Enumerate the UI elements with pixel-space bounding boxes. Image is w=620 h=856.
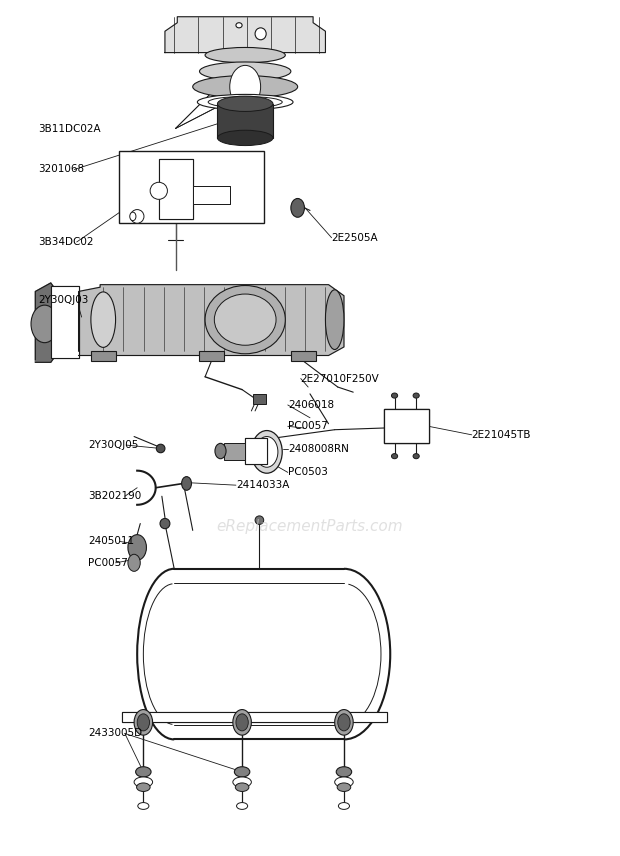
Polygon shape (35, 283, 54, 362)
Bar (245, 438, 267, 464)
Circle shape (236, 714, 248, 731)
Circle shape (134, 710, 153, 735)
Bar (384, 409, 428, 443)
Ellipse shape (237, 803, 247, 810)
Bar (122, 712, 387, 722)
Ellipse shape (233, 777, 251, 788)
Ellipse shape (255, 28, 266, 39)
Ellipse shape (413, 454, 419, 459)
Ellipse shape (136, 767, 151, 777)
Bar (91, 351, 115, 361)
Bar (159, 159, 193, 219)
Text: 2406018: 2406018 (288, 400, 334, 410)
Bar (51, 286, 79, 358)
Ellipse shape (337, 783, 351, 792)
Ellipse shape (197, 94, 293, 110)
Circle shape (137, 714, 149, 731)
Text: 3B11DC02A: 3B11DC02A (38, 123, 101, 134)
Text: 2Y30QJ05: 2Y30QJ05 (88, 440, 138, 450)
Polygon shape (165, 17, 326, 52)
Text: 2E21045TB: 2E21045TB (472, 430, 531, 440)
Ellipse shape (160, 519, 170, 529)
Ellipse shape (218, 130, 273, 146)
Ellipse shape (215, 294, 276, 345)
Bar (193, 186, 230, 205)
Text: eReplacementParts.com: eReplacementParts.com (216, 519, 404, 533)
Text: 3B202190: 3B202190 (88, 491, 141, 502)
Ellipse shape (391, 393, 397, 398)
Ellipse shape (236, 23, 242, 28)
Ellipse shape (193, 75, 298, 98)
Text: 2405011: 2405011 (88, 537, 134, 546)
Ellipse shape (134, 777, 153, 788)
Text: 2408008RN: 2408008RN (288, 444, 348, 455)
Text: 2414033A: 2414033A (236, 480, 290, 490)
Bar (253, 394, 265, 404)
Ellipse shape (208, 97, 282, 108)
Circle shape (251, 431, 282, 473)
Ellipse shape (182, 477, 192, 490)
Ellipse shape (91, 292, 115, 348)
Ellipse shape (339, 803, 350, 810)
Bar (218, 104, 273, 138)
Text: 3B34DC02: 3B34DC02 (38, 237, 94, 247)
Bar (199, 351, 224, 361)
Ellipse shape (130, 210, 144, 223)
Bar (291, 351, 316, 361)
Bar (224, 443, 245, 460)
Bar (159, 159, 193, 219)
Ellipse shape (205, 286, 285, 354)
Ellipse shape (234, 767, 250, 777)
Ellipse shape (205, 47, 285, 62)
Text: PC0057: PC0057 (288, 421, 327, 431)
Circle shape (255, 437, 278, 467)
Circle shape (338, 714, 350, 731)
Ellipse shape (218, 96, 273, 111)
Bar (193, 186, 230, 205)
Bar (122, 712, 387, 722)
Circle shape (335, 710, 353, 735)
Circle shape (233, 710, 251, 735)
Circle shape (128, 535, 146, 560)
Bar (51, 286, 79, 358)
Ellipse shape (336, 767, 352, 777)
Circle shape (31, 305, 58, 342)
Ellipse shape (326, 290, 344, 349)
Ellipse shape (255, 516, 264, 525)
Ellipse shape (150, 182, 167, 199)
Ellipse shape (215, 443, 226, 459)
Text: 3201068: 3201068 (38, 164, 84, 175)
Circle shape (128, 555, 140, 571)
Bar (245, 438, 267, 464)
Text: 2E2505A: 2E2505A (332, 233, 378, 243)
Ellipse shape (200, 62, 291, 80)
Ellipse shape (236, 783, 249, 792)
Ellipse shape (136, 783, 150, 792)
Bar (384, 409, 428, 443)
Bar (118, 151, 264, 223)
Text: 2E27010F250V: 2E27010F250V (301, 373, 379, 383)
Text: 2Y30QJ03: 2Y30QJ03 (38, 295, 89, 305)
Text: PC0503: PC0503 (288, 467, 327, 478)
Ellipse shape (391, 454, 397, 459)
Circle shape (230, 65, 260, 108)
Polygon shape (79, 285, 344, 355)
Ellipse shape (130, 212, 136, 221)
Ellipse shape (138, 803, 149, 810)
Text: 2433005D: 2433005D (88, 728, 142, 739)
Text: PC0057: PC0057 (88, 558, 128, 568)
Ellipse shape (156, 444, 165, 453)
Ellipse shape (335, 777, 353, 788)
Ellipse shape (291, 199, 304, 217)
Ellipse shape (413, 393, 419, 398)
